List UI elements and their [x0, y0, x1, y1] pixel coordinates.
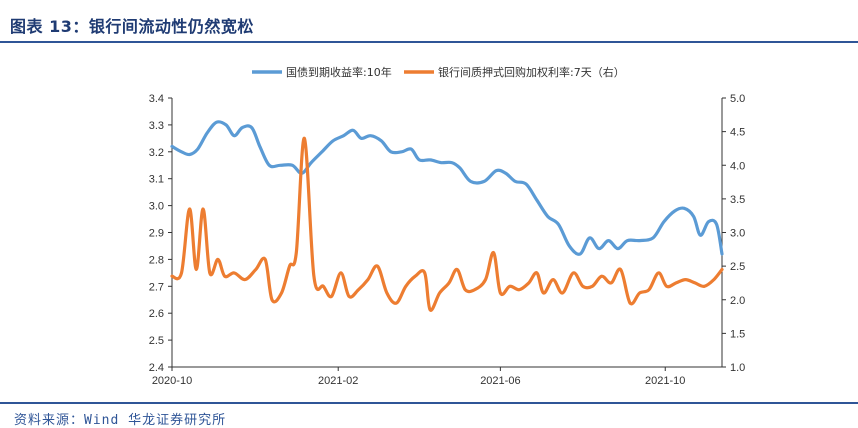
right-tick-label: 1.0 [730, 362, 745, 374]
source-note: 资料来源：Wind 华龙证券研究所 [14, 413, 227, 428]
left-tick-label: 2.5 [149, 335, 164, 347]
right-tick-label: 1.5 [730, 328, 745, 340]
treasury-10y-yield-line [170, 120, 724, 256]
right-tick-label: 4.0 [730, 160, 745, 172]
left-tick-label: 3.2 [149, 147, 164, 159]
series-layer [170, 120, 724, 312]
left-tick-label: 2.6 [149, 308, 164, 320]
title-bar: 图表 13：银行间流动性仍然宽松 [0, 0, 858, 43]
x-tick-label: 2021-06 [480, 375, 520, 387]
x-tick-label: 2021-10 [645, 375, 685, 387]
right-tick-label: 2.5 [730, 261, 745, 273]
legend-label-treasury: 国债到期收益率:10年 [286, 65, 392, 79]
repo-7d-rate-line [170, 136, 724, 312]
left-tick-label: 3.4 [149, 93, 164, 105]
left-tick-label: 2.9 [149, 228, 164, 240]
right-tick-label: 2.0 [730, 295, 745, 307]
right-tick-label: 3.0 [730, 228, 745, 240]
right-tick-label: 3.5 [730, 194, 745, 206]
left-tick-label: 2.8 [149, 254, 164, 266]
legend: 国债到期收益率:10年 银行间质押式回购加权利率:7天（右） [252, 65, 625, 79]
chart-title: 图表 13：银行间流动性仍然宽松 [10, 17, 254, 36]
right-tick-label: 4.5 [730, 127, 745, 139]
x-tick-label: 2020-10 [152, 375, 192, 387]
left-tick-label: 2.7 [149, 281, 164, 293]
left-tick-label: 3.0 [149, 201, 164, 213]
axes: 3.4 3.3 3.2 3.1 3.0 2.9 2.8 2.7 2.6 2.5 2.4 5.0 4.5 4… [149, 93, 746, 387]
right-tick-label: 5.0 [730, 93, 745, 105]
left-tick-label: 3.1 [149, 174, 164, 186]
legend-label-repo: 银行间质押式回购加权利率:7天（右） [438, 65, 625, 79]
x-tick-label: 2021-02 [318, 375, 358, 387]
footer-divider [0, 402, 858, 404]
left-tick-label: 3.3 [149, 120, 164, 132]
left-tick-label: 2.4 [149, 362, 164, 374]
